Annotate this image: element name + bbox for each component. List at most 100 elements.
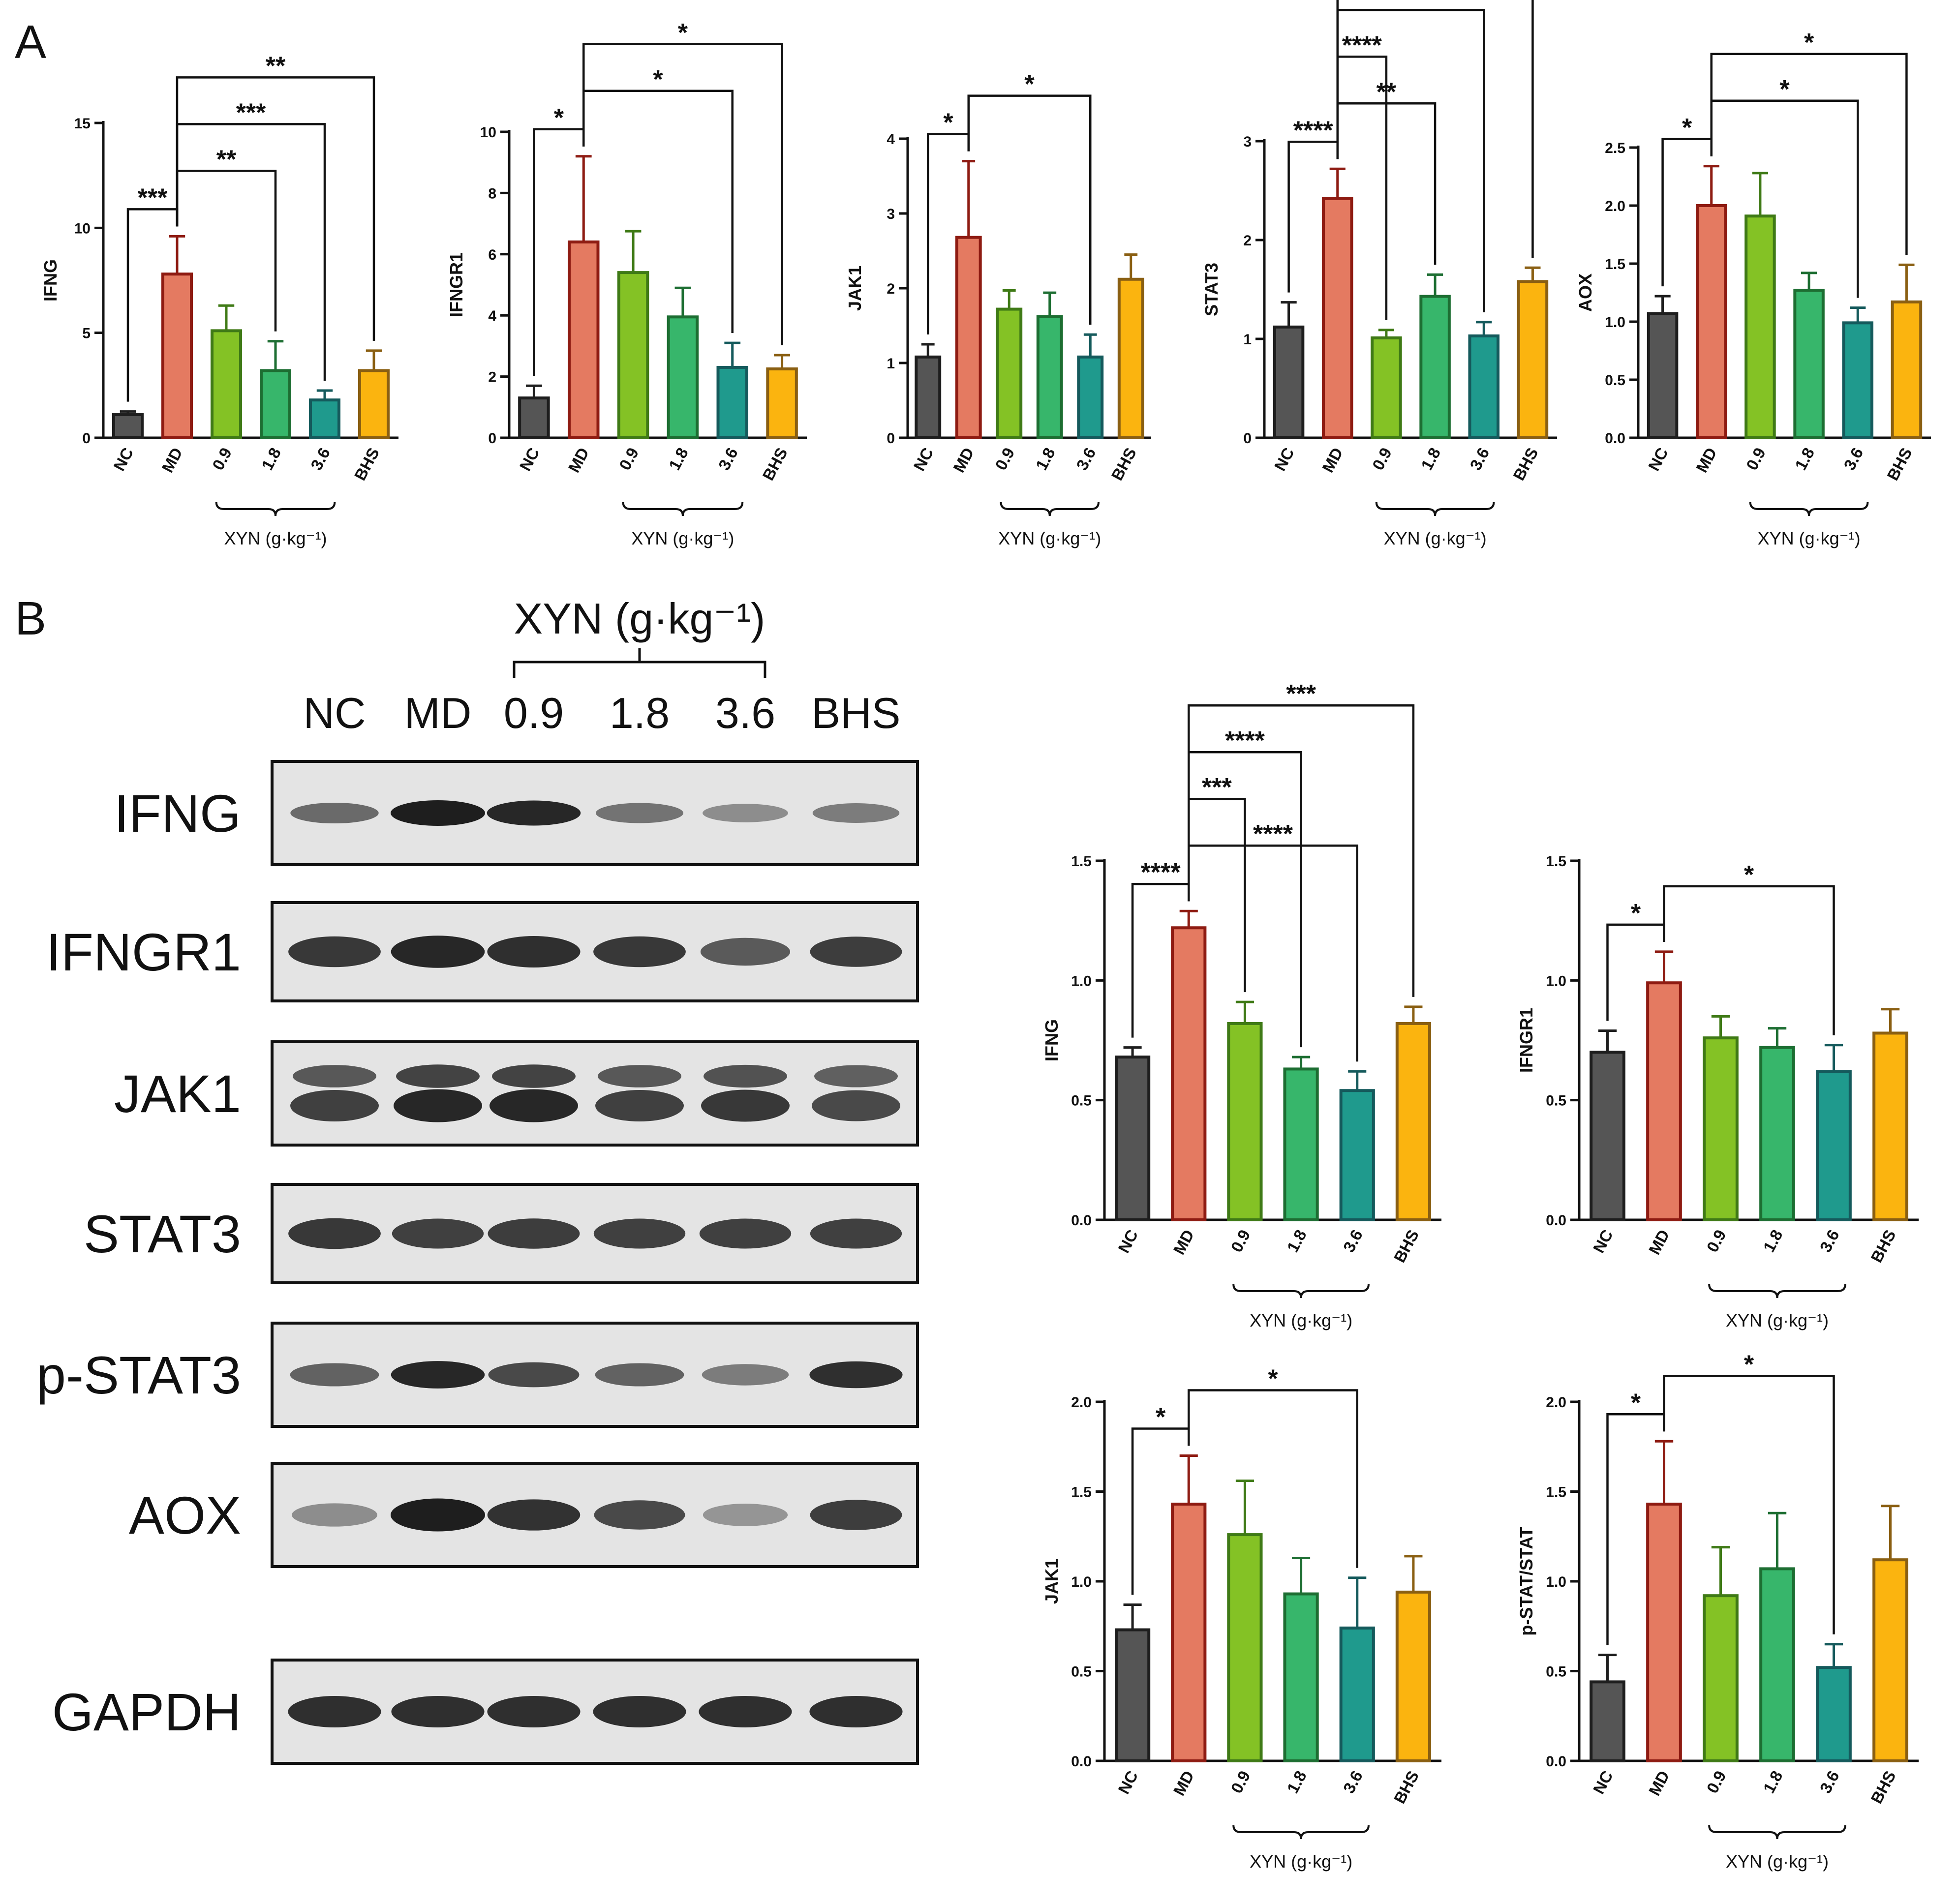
y-tick-label: 0 <box>1243 430 1252 447</box>
x-tick-label: 1.8 <box>1417 445 1444 473</box>
blot-band <box>396 1064 480 1088</box>
y-tick-label: 1.0 <box>1546 973 1566 989</box>
blot-band <box>487 1696 581 1727</box>
bar-3-6 <box>716 365 748 439</box>
blot-band <box>596 803 683 823</box>
y-tick-label: 1.0 <box>1071 1574 1092 1590</box>
blot-row-stat3: STAT3 <box>84 1183 919 1284</box>
significance-bracket: **** <box>1336 31 1388 320</box>
bar-md <box>1171 1503 1207 1763</box>
significance-label: * <box>1024 70 1035 99</box>
bar-nc <box>1590 1680 1625 1762</box>
chart-a-ifngr1: 0 2 4 6 8 10 IFNGR1 NC MD 0.9 1.8 3.6 BHS XYN (g·kg⁻¹… <box>446 19 807 548</box>
significance-bracket: ** <box>1336 0 1534 258</box>
group-label: XYN (g·kg⁻¹) <box>1726 1310 1829 1330</box>
group-label: XYN (g·kg⁻¹) <box>1758 528 1861 548</box>
y-tick-label: 0.0 <box>1546 1753 1566 1770</box>
chart-b-ifngr1: 0.0 0.5 1.0 1.5 IFNGR1 NC MD 0.9 1.8 3.6 BHS XYN (g… <box>1516 853 1919 1330</box>
significance-label: * <box>653 65 663 94</box>
blot-band <box>391 800 485 826</box>
blot-band <box>598 1065 681 1088</box>
chart-b-ifng: 0.0 0.5 1.0 1.5 IFNG NC MD 0.9 1.8 3.6 BHS XYN (g·k… <box>1041 680 1441 1330</box>
blot-band <box>490 1089 578 1122</box>
y-tick-label: 3 <box>887 206 895 222</box>
significance-label: * <box>1682 114 1692 142</box>
blot-row-p-stat3: p-STAT3 <box>36 1322 919 1428</box>
blot-band <box>814 1065 898 1088</box>
y-tick-label: 0.0 <box>1546 1212 1566 1229</box>
y-tick-label: 1.5 <box>1546 1484 1566 1501</box>
y-tick-label: 2 <box>488 369 496 386</box>
group-label: XYN (g·kg⁻¹) <box>998 528 1101 548</box>
y-tick-label: 0 <box>887 430 895 447</box>
blot-band <box>290 802 379 824</box>
blot-band <box>703 804 788 822</box>
bar-md <box>1646 981 1682 1221</box>
blot-band <box>391 1696 485 1727</box>
x-tick-label: BHS <box>759 445 791 484</box>
significance-bracket: *** <box>176 98 326 381</box>
bar-bhs <box>1891 300 1923 439</box>
bar-md <box>955 236 982 439</box>
x-tick-label: MD <box>949 445 978 476</box>
blot-group-label: XYN (g·kg⁻¹) <box>514 594 765 643</box>
y-tick-label: 2.0 <box>1071 1394 1092 1411</box>
blot-band <box>704 1064 787 1088</box>
blot-band <box>293 1065 376 1088</box>
x-tick-label: 0.9 <box>209 445 235 473</box>
y-tick-label: 2.5 <box>1605 140 1625 156</box>
significance-label: * <box>1804 29 1814 57</box>
blot-protein-label: JAK1 <box>114 1064 241 1123</box>
x-tick-label: 1.8 <box>1759 1227 1786 1255</box>
bar-md <box>568 240 600 439</box>
panel-label-a: A <box>15 16 46 68</box>
bar-3-6 <box>1339 1089 1375 1221</box>
x-tick-label: BHS <box>1883 445 1915 484</box>
bar-1-8 <box>1759 1046 1795 1222</box>
significance-label: ** <box>216 145 237 174</box>
x-tick-label: NC <box>1590 1227 1617 1256</box>
blot-row-ifng: IFNG <box>114 760 919 866</box>
group-brace <box>1749 502 1869 516</box>
significance-label: * <box>1156 1403 1166 1432</box>
y-tick-label: 4 <box>887 131 895 148</box>
x-tick-label: MD <box>1170 1768 1198 1799</box>
x-tick-label: MD <box>1645 1768 1673 1799</box>
bar-1-8 <box>1283 1592 1319 1763</box>
bar-nc <box>915 355 942 440</box>
significance-bracket: **** <box>1188 820 1358 1062</box>
blot-row-gapdh: GAPDH <box>52 1659 919 1765</box>
y-axis-label: p-STAT/STAT <box>1516 1527 1536 1635</box>
significance-label: *** <box>236 98 266 127</box>
bar-bhs <box>1872 1031 1908 1221</box>
bar-1-8 <box>1793 289 1825 440</box>
blot-band <box>809 1361 903 1389</box>
group-brace <box>1232 1825 1370 1840</box>
blot-membrane <box>271 760 919 866</box>
blot-row-aox: AOX <box>129 1462 919 1568</box>
group-brace <box>622 502 744 516</box>
blot-protein-label: GAPDH <box>52 1682 241 1742</box>
bar-1-8 <box>1036 315 1063 440</box>
significance-bracket: * <box>967 70 1092 325</box>
blot-group-brace <box>513 648 766 678</box>
significance-bracket: * <box>1663 1350 1835 1634</box>
y-tick-label: 2.0 <box>1605 198 1625 214</box>
bar-1-8 <box>1759 1567 1795 1762</box>
blot-protein-label: AOX <box>129 1485 241 1545</box>
y-tick-label: 0.0 <box>1071 1212 1092 1229</box>
x-tick-label: 3.6 <box>1466 445 1493 473</box>
bar-3-6 <box>1842 321 1874 439</box>
x-tick-label: NC <box>516 445 543 474</box>
x-tick-label: NC <box>1271 445 1298 474</box>
bar-3-6 <box>1816 1070 1852 1221</box>
y-tick-label: 1.0 <box>1546 1574 1566 1590</box>
y-tick-label: 0.5 <box>1605 372 1625 389</box>
group-label: XYN (g·kg⁻¹) <box>224 528 327 548</box>
significance-bracket: ** <box>176 52 375 341</box>
x-tick-label: 1.8 <box>1284 1768 1310 1796</box>
blot-protein-label: IFNG <box>114 784 241 843</box>
significance-bracket: * <box>1710 75 1859 298</box>
bar-0-9 <box>617 271 649 439</box>
